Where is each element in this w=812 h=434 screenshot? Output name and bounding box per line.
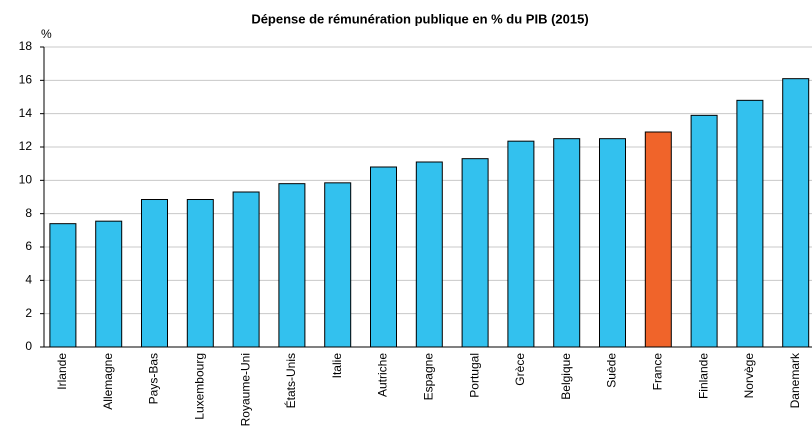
y-tick-label: 18 [19,39,33,53]
x-tick-label: États-Unis [283,353,298,408]
y-tick-label: 12 [19,139,33,153]
y-tick-label: 6 [25,239,32,253]
bar [141,199,168,348]
y-tick-label: 14 [19,106,33,120]
x-tick-label: Autriche [376,353,390,397]
bar [644,131,672,348]
y-unit: % [41,27,52,41]
x-tick-label: Norvège [742,353,756,399]
y-tick-label: 8 [25,206,32,220]
y-tick-label: 2 [25,306,32,320]
x-tick-label: Espagne [421,353,435,401]
y-tick-label: 0 [25,339,32,353]
x-tick-label: Irlande [55,353,69,390]
x-tick-label: Italie [330,353,344,379]
x-tick-label: Pays-Bas [147,353,161,404]
bar [782,78,810,348]
y-tick-label: 10 [19,173,33,187]
bar [370,166,397,348]
bar [232,191,260,348]
bar [324,182,352,348]
bar [690,114,718,348]
bar [415,161,443,348]
x-tick-label: Danemark [788,352,802,408]
bar [736,99,764,348]
x-tick-label: Allemagne [101,353,115,410]
bar [507,140,535,348]
x-tick-label: Royaume-Uni [238,353,252,426]
x-tick-label: France [650,353,664,391]
x-tick-label: Grèce [513,353,527,386]
chart-title: Dépense de rémunération publique en % du… [251,11,588,26]
bar [95,220,123,348]
bar [461,158,489,348]
bar [599,138,626,348]
x-tick-label: Luxembourg [192,353,206,420]
y-tick-label: 4 [25,273,32,287]
y-tick-label: 16 [19,73,33,87]
x-tick-label: Portugal [467,353,481,398]
x-tick-label: Suède [605,353,619,388]
bar [278,183,306,348]
bar [49,223,77,348]
bar [186,199,214,348]
x-tick-label: Belgique [559,353,573,400]
bar [553,138,581,348]
x-tick-label: Finlande [696,353,710,399]
